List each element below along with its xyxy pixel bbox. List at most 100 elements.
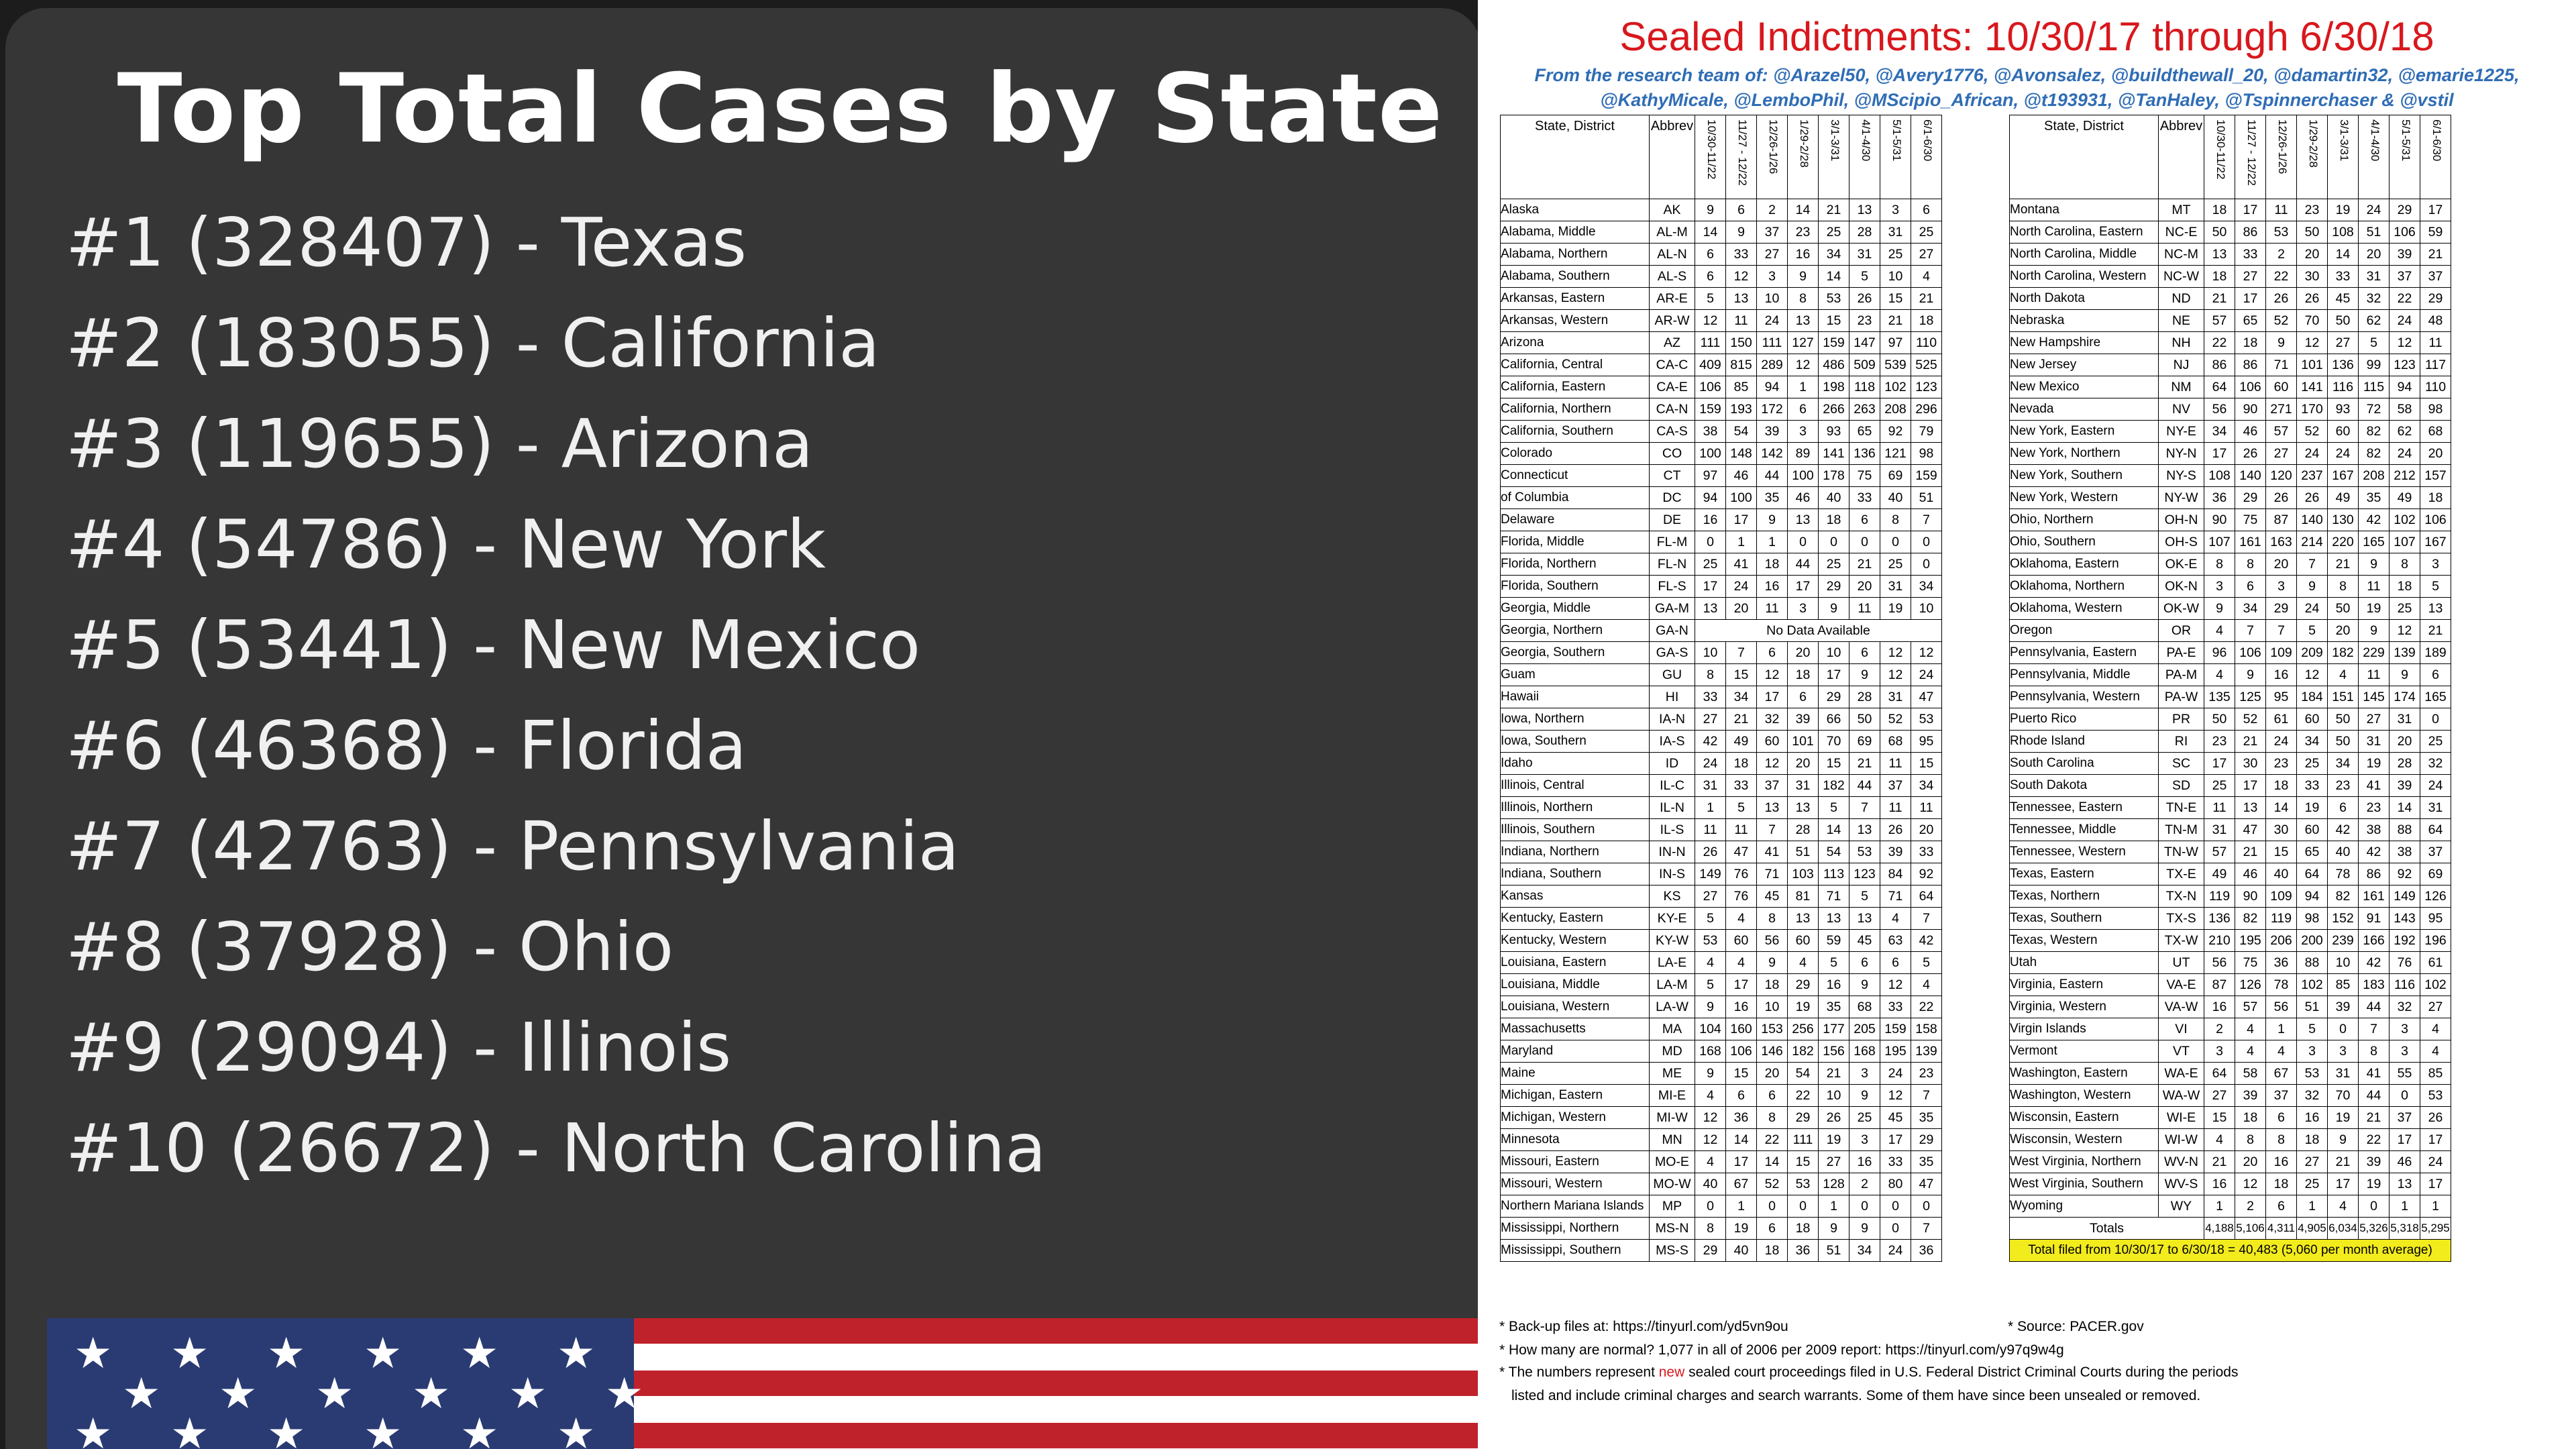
count-cell: 23 <box>1849 309 1880 332</box>
count-cell: 97 <box>1695 464 1726 487</box>
flag-star-icon: ★ <box>315 1369 354 1417</box>
count-cell: 70 <box>2327 1084 2359 1107</box>
count-cell: 21 <box>2327 1150 2359 1173</box>
count-cell: 119 <box>2204 885 2235 908</box>
table-row: Ohio, Southern OH-S 107 161 163 214 220 165 107 1… <box>2009 531 2451 553</box>
count-cell: 57 <box>2265 420 2297 443</box>
table-row: Pennsylvania, Middle PA-M 4 9 16 12 4 11 9 6 <box>2009 663 2451 686</box>
count-cell: 59 <box>1818 929 1849 952</box>
count-cell: 53 <box>2296 1062 2328 1085</box>
count-cell: 5 <box>1695 287 1726 310</box>
count-cell: 16 <box>2204 996 2235 1018</box>
district-abbrev: PA-W <box>2158 686 2204 708</box>
count-cell: 71 <box>1818 885 1849 908</box>
count-cell: 80 <box>1880 1173 1911 1195</box>
district-name: Arkansas, Western <box>1500 309 1650 332</box>
count-cell: 4 <box>1695 951 1726 974</box>
count-cell: 9 <box>1695 199 1726 221</box>
count-cell: 31 <box>2389 708 2420 731</box>
count-cell: 32 <box>2389 996 2420 1018</box>
count-cell: 12 <box>2389 331 2420 354</box>
count-cell: 27 <box>2358 708 2390 731</box>
table-row: New York, Southern NY-S 108 140 120 237 167 208… <box>2009 464 2451 487</box>
total-cell: 5,318 <box>2389 1217 2420 1240</box>
district-name: Oklahoma, Eastern <box>2009 553 2159 576</box>
count-cell: 58 <box>2235 1062 2266 1085</box>
count-cell: 42 <box>2358 841 2390 863</box>
count-cell: 123 <box>2389 354 2420 376</box>
count-cell: 13 <box>2420 597 2451 620</box>
district-name: Nebraska <box>2009 309 2159 332</box>
count-cell: 17 <box>2235 774 2266 797</box>
count-cell: 53 <box>1849 841 1880 863</box>
count-cell: 20 <box>2265 553 2297 576</box>
count-cell: 15 <box>1725 1062 1757 1085</box>
district-abbrev: MA <box>1649 1018 1695 1040</box>
count-cell: 42 <box>1695 730 1726 753</box>
district-name: California, Northern <box>1500 398 1650 421</box>
count-cell: 147 <box>1849 331 1880 354</box>
district-abbrev: OK-N <box>2158 575 2204 598</box>
count-cell: 148 <box>1725 442 1757 465</box>
total-cell: 6,034 <box>2327 1217 2359 1240</box>
count-cell: 95 <box>2265 686 2297 708</box>
table-row: New Jersey NJ 86 86 71 101 136 99 123 117 <box>2009 354 2451 376</box>
table-row: Iowa, Northern IA-N 27 21 32 39 66 50 52 53 <box>1500 708 1942 731</box>
count-cell: 41 <box>1756 841 1788 863</box>
count-cell: 49 <box>1725 730 1757 753</box>
ranking-item: #8 (37928) - Ohio <box>66 908 674 986</box>
table-row: Delaware DE 16 17 9 13 18 6 8 7 <box>1500 508 1942 531</box>
count-cell: 18 <box>2235 331 2266 354</box>
count-cell: 41 <box>2358 774 2390 797</box>
count-cell: 33 <box>1880 1150 1911 1173</box>
count-cell: 120 <box>2265 464 2297 487</box>
header-period: 12/26-1/26 <box>1756 115 1788 199</box>
district-name: Oregon <box>2009 619 2159 642</box>
count-cell: 486 <box>1818 354 1849 376</box>
district-abbrev: KY-E <box>1649 907 1695 930</box>
count-cell: 99 <box>2358 354 2390 376</box>
count-cell: 24 <box>1911 663 1942 686</box>
count-cell: 18 <box>1787 663 1819 686</box>
district-abbrev: TN-W <box>2158 841 2204 863</box>
count-cell: 4 <box>2420 1040 2451 1063</box>
count-cell: 38 <box>1695 420 1726 443</box>
count-cell: 9 <box>1818 1217 1849 1240</box>
count-cell: 22 <box>2389 287 2420 310</box>
district-abbrev: VA-E <box>2158 973 2204 996</box>
count-cell: 51 <box>1818 1239 1849 1262</box>
count-cell: 140 <box>2235 464 2266 487</box>
count-cell: 17 <box>2204 442 2235 465</box>
ranking-item: #7 (42763) - Pennsylvania <box>66 807 959 885</box>
table-row: Oklahoma, Western OK-W 9 34 29 24 50 19 25 13 <box>2009 597 2451 620</box>
district-abbrev: HI <box>1649 686 1695 708</box>
count-cell: 28 <box>2389 752 2420 775</box>
note-numbers-2: listed and include criminal charges and … <box>1511 1388 2201 1403</box>
count-cell: 92 <box>2389 863 2420 885</box>
table-row: Virgin Islands VI 2 4 1 5 0 7 3 4 <box>2009 1018 2451 1040</box>
count-cell: 189 <box>2420 641 2451 664</box>
header-period-label: 12/26-1/26 <box>2275 119 2289 174</box>
district-abbrev: ID <box>1649 752 1695 775</box>
count-cell: 29 <box>1787 1106 1819 1129</box>
count-cell: 102 <box>2420 973 2451 996</box>
count-cell: 31 <box>1880 221 1911 244</box>
table-row: Guam GU 8 15 12 18 17 9 12 24 <box>1500 663 1942 686</box>
count-cell: 91 <box>2358 907 2390 930</box>
table-row: Arizona AZ 111 150 111 127 159 147 97 110 <box>1500 331 1942 354</box>
count-cell: 5 <box>1911 951 1942 974</box>
count-cell: 52 <box>1756 1173 1788 1195</box>
district-name: Minnesota <box>1500 1128 1650 1151</box>
count-cell: 0 <box>1787 1195 1819 1218</box>
count-cell: 11 <box>1880 796 1911 819</box>
count-cell: 19 <box>2358 597 2390 620</box>
count-cell: 17 <box>1695 575 1726 598</box>
district-abbrev: TN-M <box>2158 818 2204 841</box>
count-cell: 20 <box>2358 243 2390 266</box>
count-cell: 64 <box>1911 885 1942 908</box>
count-cell: 39 <box>1756 420 1788 443</box>
count-cell: 101 <box>2296 354 2328 376</box>
count-cell: 27 <box>1756 243 1788 266</box>
district-name: Missouri, Eastern <box>1500 1150 1650 1173</box>
count-cell: 52 <box>1880 708 1911 731</box>
